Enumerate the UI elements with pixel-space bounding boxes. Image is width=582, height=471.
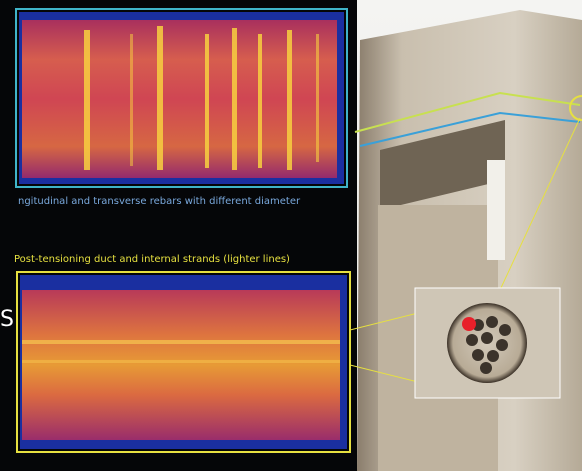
strand-line [22, 360, 340, 363]
figure: ngitudinal and transverse rebars with di… [0, 0, 582, 471]
light-strip [487, 160, 505, 260]
strand-line [22, 340, 340, 344]
top-caption: ngitudinal and transverse rebars with di… [18, 196, 301, 207]
marker-dot [462, 317, 476, 331]
bottom-scan-heat [22, 290, 340, 440]
page: ngitudinal and transverse rebars with di… [0, 0, 582, 471]
side-letter: S [0, 307, 14, 332]
bottom-caption: Post-tensioning duct and internal strand… [14, 254, 290, 265]
